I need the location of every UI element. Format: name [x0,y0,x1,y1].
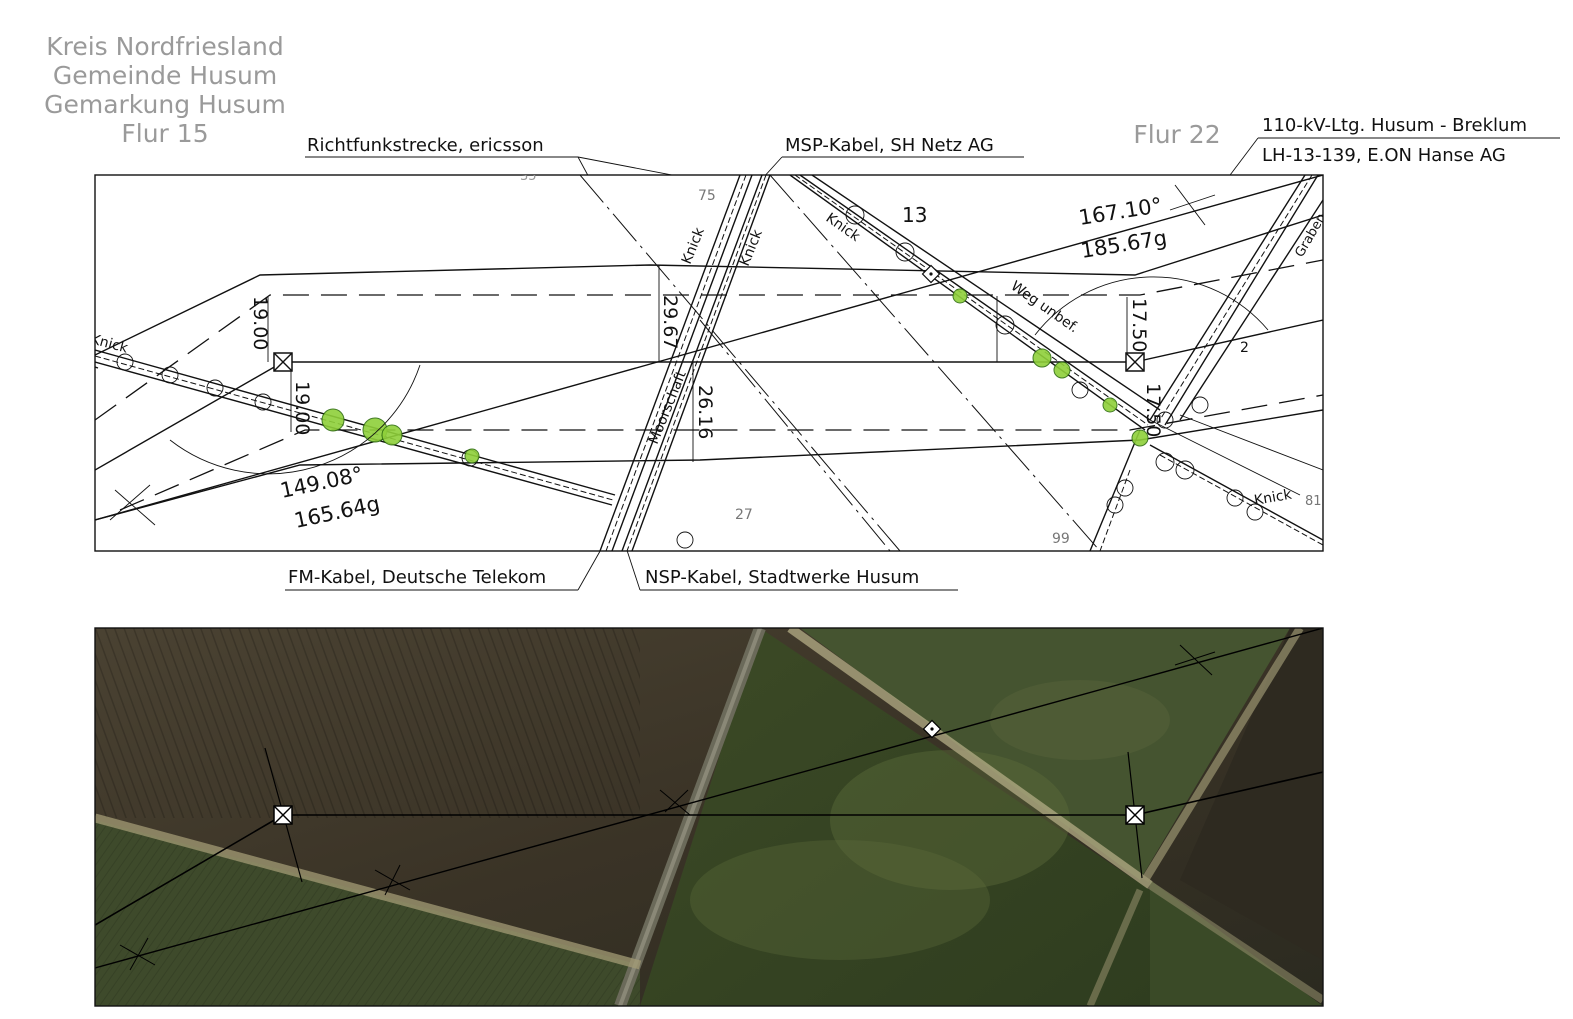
flur-22-label: Flur 22 [1133,120,1220,149]
dim-26-16: 26.16 [694,385,716,439]
aerial-view [94,627,1324,1007]
gemeinde-label: Gemeinde Husum [53,61,277,90]
parcel-99: 99 [1052,531,1070,547]
plan-frame [94,174,1324,552]
aerial-frame [94,627,1324,1007]
aerial-markers [273,719,1145,825]
parcel-27: 27 [735,507,753,523]
green-trees [321,288,1149,464]
parcel-75: 75 [698,188,716,204]
parcel-81: 81 [1305,494,1322,509]
knick-label-5: Knick [1253,486,1294,508]
flur-15-label: Flur 15 [121,119,208,148]
callouts: Richtfunkstrecke, ericsson MSP-Kabel, SH… [285,115,1560,591]
dim-17-50-b: 17.50 [1142,383,1164,437]
gemarkung-label: Gemarkung Husum [44,90,286,119]
dim-17-50: 17.50 [1128,298,1150,352]
plan-view: 19.00 19.00 29.67 26.16 17.50 17.50 149.… [94,169,1324,552]
parcel-35: 35 [520,169,537,184]
ltg-label-line2: LH-13-139, E.ON Hanse AG [1262,145,1506,166]
msp-label: MSP-Kabel, SH Netz AG [785,135,994,156]
kreis-label: Kreis Nordfriesland [46,32,284,61]
hedge-trees [116,205,1264,549]
dim-19-00-a: 19.00 [249,296,271,350]
mast-markers [273,264,1145,372]
title-block: Kreis Nordfriesland Gemeinde Husum Gemar… [44,32,1221,149]
richtfunk-label: Richtfunkstrecke, ericsson [307,135,544,156]
ltg-label-line1: 110-kV-Ltg. Husum - Breklum [1262,115,1527,136]
nsp-label: NSP-Kabel, Stadtwerke Husum [645,567,919,588]
fm-label: FM-Kabel, Deutsche Telekom [288,567,546,588]
dim-19-00-b: 19.00 [291,381,313,435]
dim-29-67: 29.67 [659,295,681,349]
parcel-13: 13 [902,203,927,227]
parcel-2: 2 [1240,340,1249,356]
